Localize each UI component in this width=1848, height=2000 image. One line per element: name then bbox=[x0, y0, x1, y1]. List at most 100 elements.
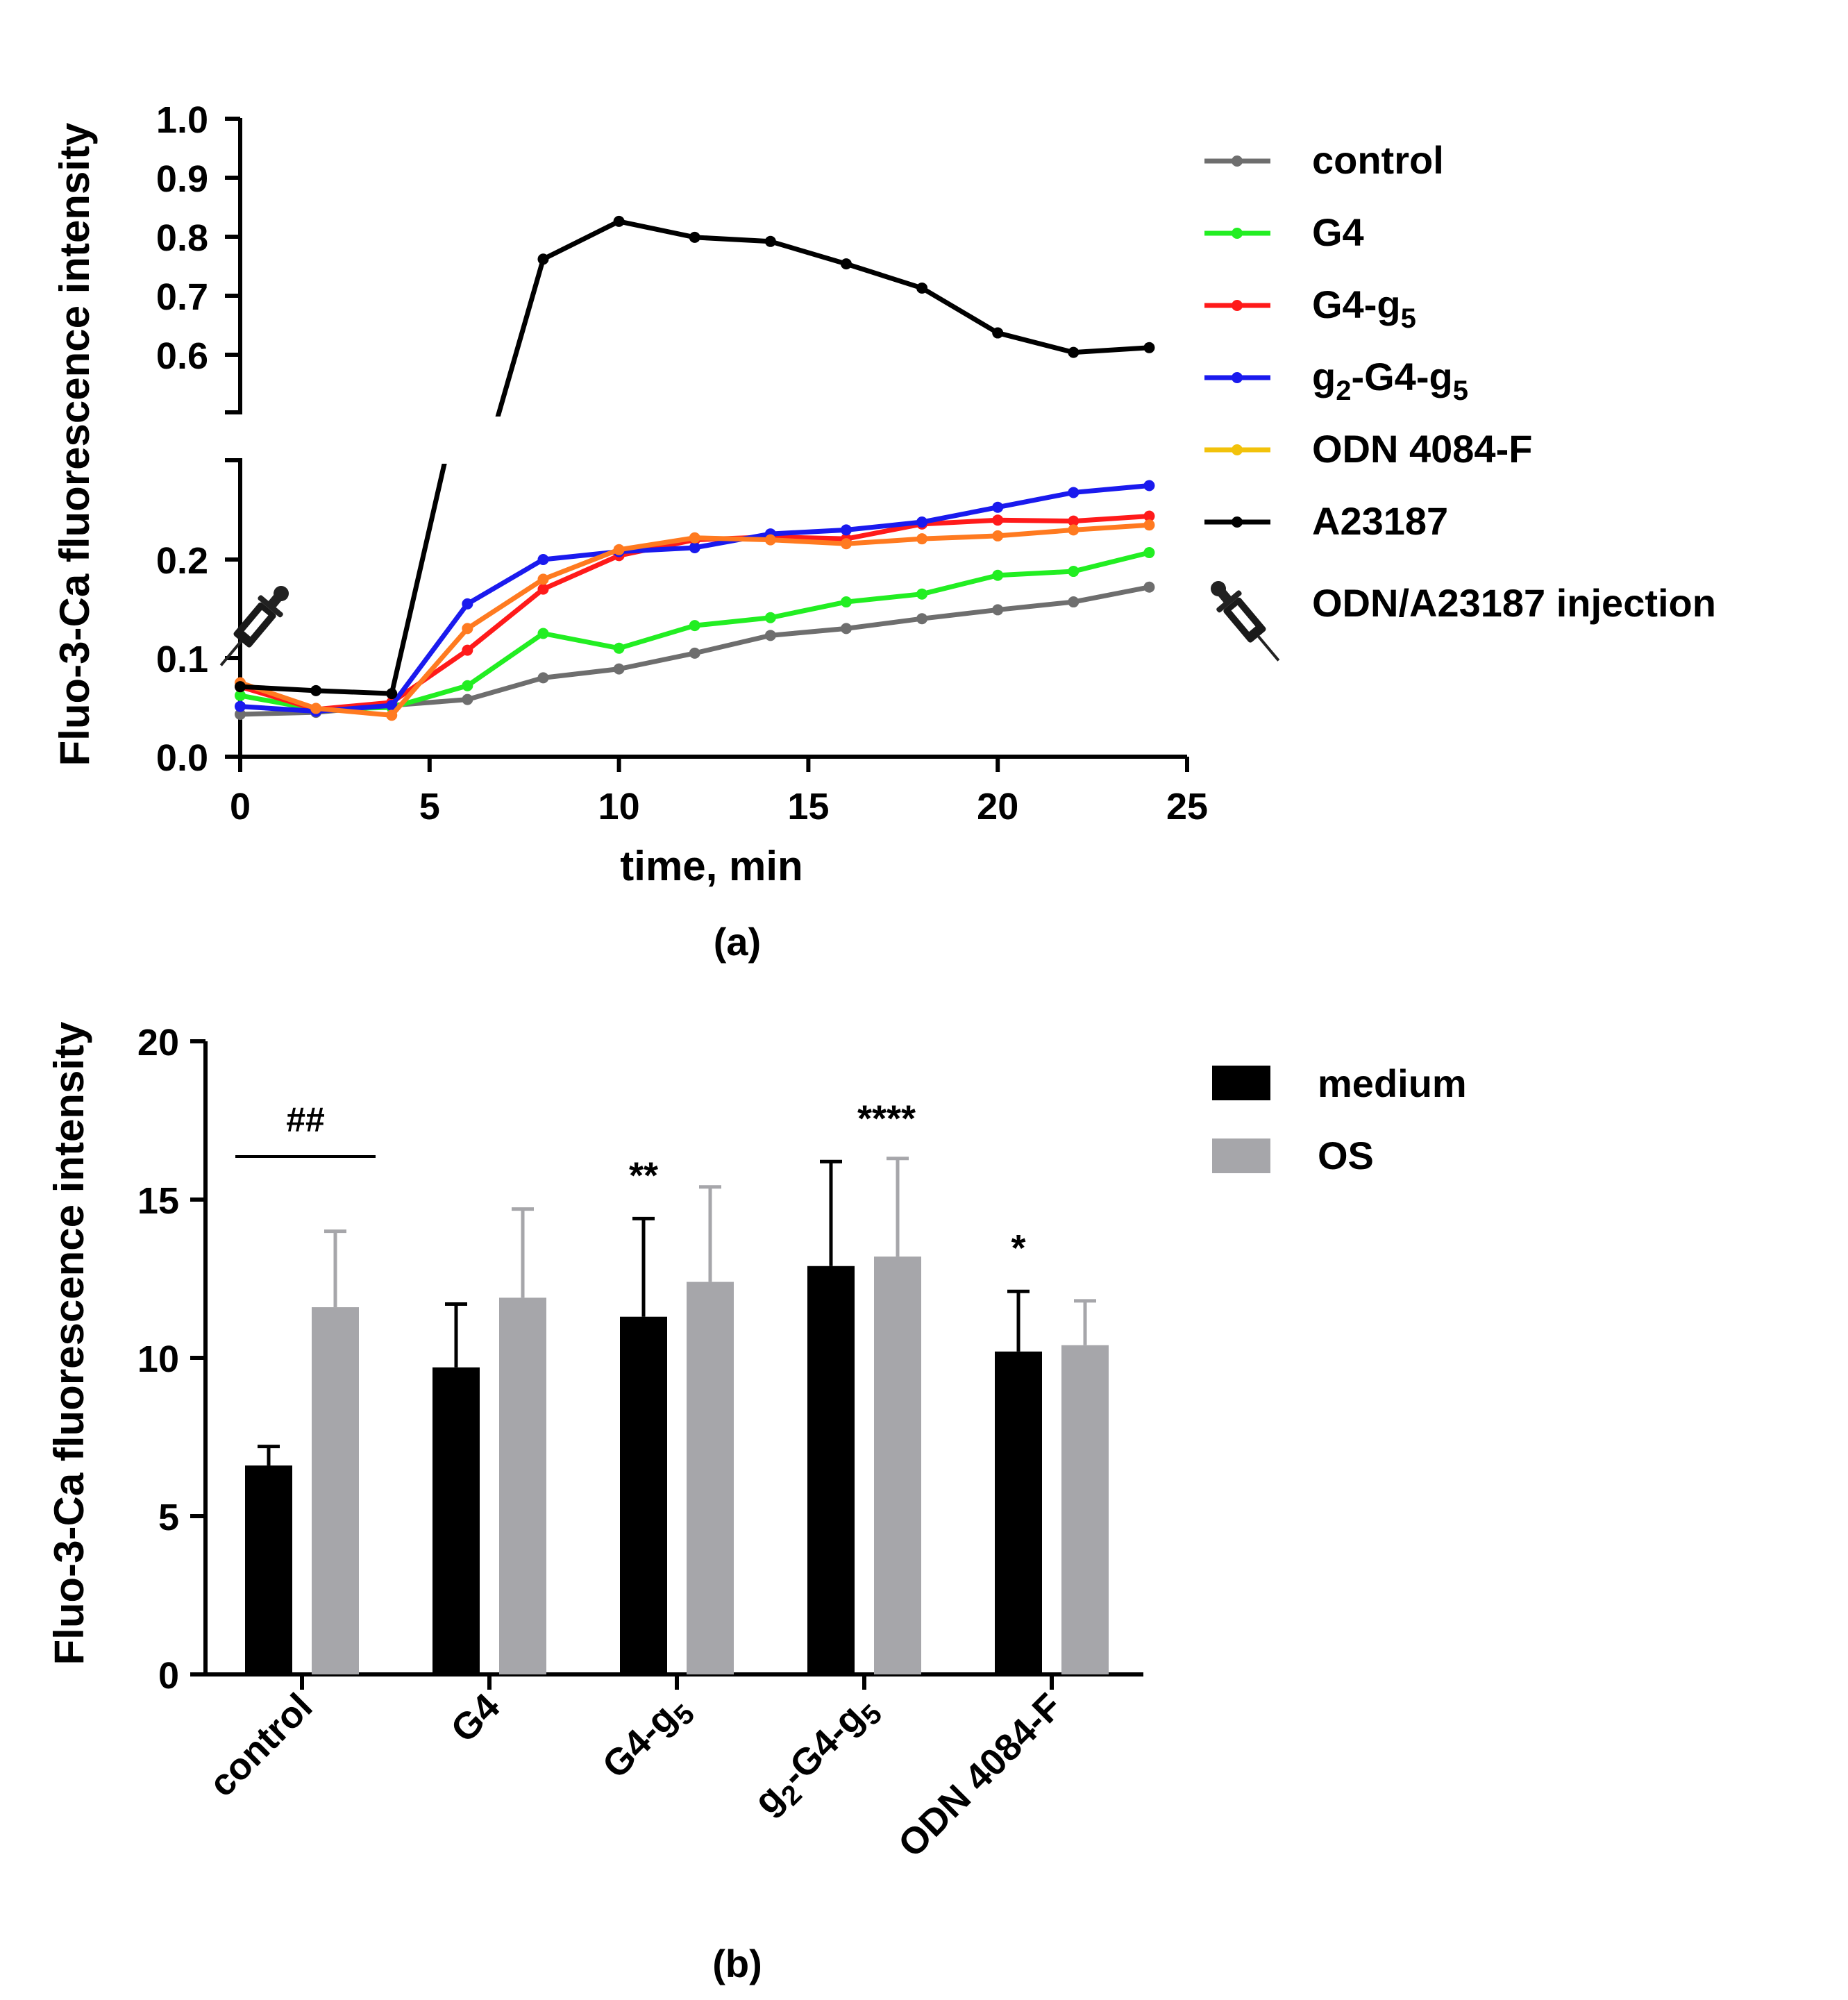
bar-medium-odn-4084-f bbox=[995, 1351, 1042, 1674]
y-tick-label: 5 bbox=[158, 1497, 179, 1538]
y-tick-label-upper: 0.9 bbox=[156, 158, 208, 200]
legend-marker-odn-4084-f bbox=[1232, 444, 1243, 455]
legend-marker-a23187 bbox=[1232, 516, 1243, 528]
data-point bbox=[613, 663, 625, 675]
data-point bbox=[840, 258, 852, 270]
series-a23187 bbox=[235, 215, 1155, 700]
y-tick-label-lower: 0.1 bbox=[156, 639, 208, 680]
panel-a-y-axis-label: Fluo-3-Ca fluorescence intensity bbox=[51, 122, 98, 766]
panel-b-y-axis-label: Fluo-3-Ca fluorescence intensity bbox=[46, 1021, 92, 1665]
significance-label: * bbox=[1011, 1227, 1025, 1269]
panel-b-label: (b) bbox=[712, 1942, 762, 1985]
data-point bbox=[689, 231, 700, 243]
data-point bbox=[537, 253, 549, 265]
data-point bbox=[1068, 566, 1080, 578]
series-g4 bbox=[235, 547, 1155, 715]
data-point bbox=[537, 583, 549, 595]
y-tick-label-upper: 1.0 bbox=[156, 99, 208, 141]
data-point bbox=[537, 628, 549, 639]
legend-label-injection: ODN/A23187 injection bbox=[1312, 581, 1716, 625]
legend-label-g2-g4-g5: g2-G4-g5 bbox=[1312, 355, 1468, 406]
injection-syringe-icon bbox=[219, 586, 289, 666]
data-point bbox=[1143, 480, 1155, 491]
data-point bbox=[689, 541, 700, 553]
data-point bbox=[992, 569, 1004, 581]
line-chart-panel-a: Fluo-3-Ca fluorescence intensity 0.6 0.7 0… bbox=[51, 99, 1716, 964]
y-tick-label: 0 bbox=[158, 1655, 179, 1697]
legend-label-odn-4084-f: ODN 4084-F bbox=[1312, 427, 1532, 471]
x-tick-label: 25 bbox=[1166, 786, 1208, 827]
data-point bbox=[462, 694, 473, 705]
legend-label-medium: medium bbox=[1318, 1061, 1467, 1105]
x-tick-label: 15 bbox=[787, 786, 829, 827]
significance-label: ## bbox=[286, 1100, 325, 1139]
data-point bbox=[764, 235, 776, 247]
legend-label-control: control bbox=[1312, 138, 1444, 182]
x-tick-label-g4-g5: G4-g5 bbox=[594, 1686, 700, 1792]
legend-marker-g2-g4-g5 bbox=[1232, 372, 1243, 383]
y-tick-label: 15 bbox=[137, 1180, 179, 1222]
legend-swatch-medium bbox=[1212, 1066, 1270, 1100]
data-point bbox=[462, 623, 473, 635]
bar-os-g2-g4-g5 bbox=[874, 1257, 921, 1674]
panel-b-legend: medium OS bbox=[1212, 1061, 1467, 1177]
panel-a-legend: control G4 G4-g5 g2-G4-g5 ODN 4084-F A23… bbox=[1204, 138, 1716, 662]
bar-os-g4 bbox=[499, 1297, 546, 1674]
data-point bbox=[840, 538, 852, 550]
bar-medium-g4-g5 bbox=[620, 1316, 667, 1674]
data-point bbox=[916, 613, 928, 625]
y-tick-label-upper: 0.7 bbox=[156, 276, 208, 318]
x-tick-label-odn-4084-f: ODN 4084-F bbox=[891, 1686, 1070, 1865]
x-tick-label: 0 bbox=[230, 786, 251, 827]
data-point bbox=[689, 620, 700, 632]
data-point bbox=[916, 533, 928, 545]
y-tick-label: 20 bbox=[137, 1022, 179, 1064]
data-point bbox=[386, 700, 398, 712]
data-point bbox=[1068, 524, 1080, 536]
legend-syringe-icon bbox=[1211, 581, 1280, 662]
data-point bbox=[1068, 515, 1080, 527]
data-point bbox=[386, 688, 398, 700]
data-point bbox=[992, 530, 1004, 541]
bar-os-g4-g5 bbox=[687, 1281, 734, 1674]
legend-marker-control bbox=[1232, 156, 1243, 167]
legend-label-a23187: A23187 bbox=[1312, 499, 1448, 543]
x-tick-label: 20 bbox=[977, 786, 1018, 827]
bar-medium-control bbox=[245, 1465, 292, 1674]
series-line-a23187-upper bbox=[495, 219, 1150, 417]
data-point bbox=[840, 524, 852, 536]
data-point bbox=[613, 642, 625, 654]
data-point bbox=[462, 680, 473, 691]
data-point bbox=[689, 532, 700, 544]
bar-os-odn-4084-f bbox=[1061, 1345, 1109, 1674]
data-point bbox=[840, 596, 852, 608]
data-point bbox=[310, 684, 322, 696]
y-tick-label-upper: 0.8 bbox=[156, 217, 208, 259]
data-point bbox=[992, 501, 1004, 513]
x-tick-label-control: control bbox=[201, 1686, 321, 1805]
data-point bbox=[689, 647, 700, 659]
legend-label-g4: G4 bbox=[1312, 210, 1364, 254]
data-point bbox=[235, 700, 246, 712]
data-point bbox=[992, 327, 1004, 339]
data-point bbox=[235, 689, 246, 701]
legend-swatch-os bbox=[1212, 1138, 1270, 1173]
data-point bbox=[235, 681, 246, 693]
data-point bbox=[537, 573, 549, 585]
panel-a-x-axis-label: time, min bbox=[620, 843, 803, 889]
data-point bbox=[1068, 346, 1080, 358]
data-point bbox=[1143, 581, 1155, 593]
x-tick-label-g2-g4-g5: g2-G4-g5 bbox=[746, 1686, 889, 1828]
data-point bbox=[764, 534, 776, 546]
data-point bbox=[613, 544, 625, 555]
data-point bbox=[537, 554, 549, 565]
legend-label-os: OS bbox=[1318, 1134, 1374, 1177]
bar-chart-panel-b: Fluo-3-Ca fluorescence intensity 0 5 10 15 2… bbox=[46, 1021, 1467, 1985]
legend-marker-g4 bbox=[1232, 228, 1243, 239]
data-point bbox=[1143, 342, 1155, 353]
bar-medium-g2-g4-g5 bbox=[807, 1266, 855, 1674]
data-point bbox=[916, 282, 928, 294]
y-tick-label-lower: 0.2 bbox=[156, 540, 208, 582]
data-point bbox=[840, 623, 852, 635]
data-point bbox=[462, 598, 473, 610]
